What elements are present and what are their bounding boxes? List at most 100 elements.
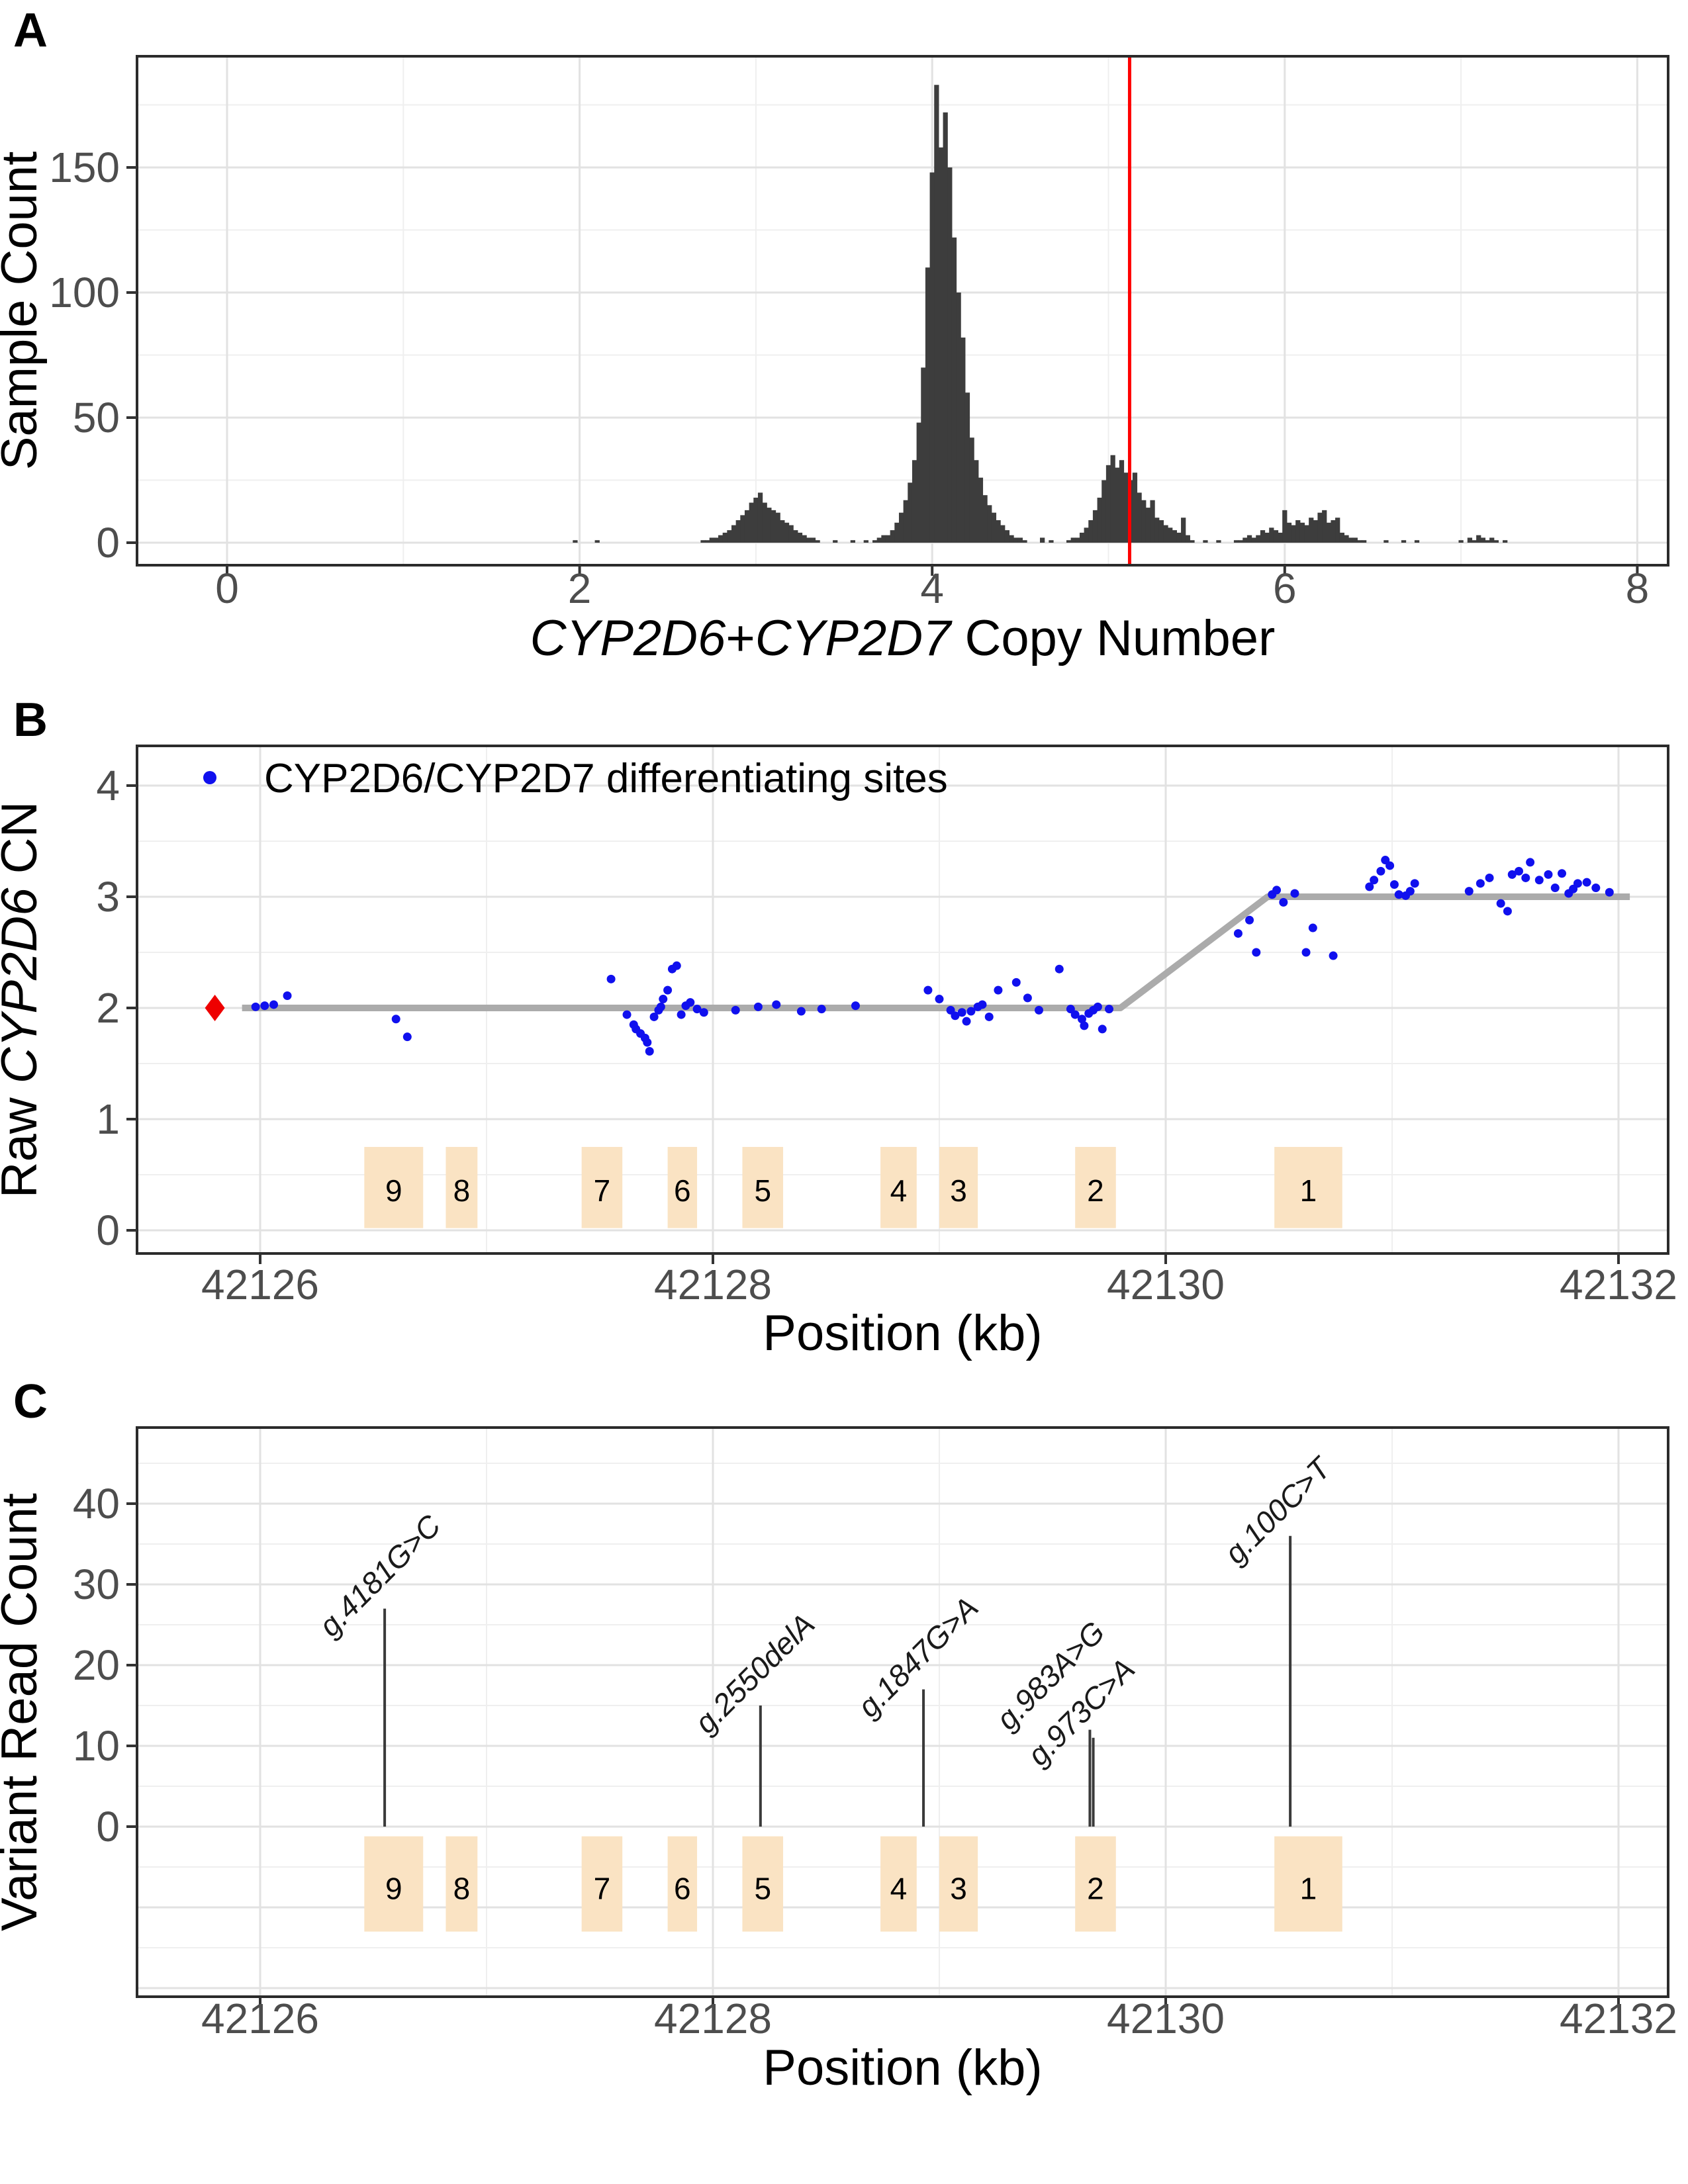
x-tick-label: 42128 bbox=[654, 1261, 772, 1308]
histogram-bar bbox=[1119, 460, 1125, 543]
histogram-bar bbox=[1503, 540, 1508, 543]
scatter-point bbox=[1272, 886, 1282, 895]
scatter-point bbox=[1503, 907, 1512, 916]
histogram-bar bbox=[1476, 535, 1481, 543]
histogram-bar bbox=[1040, 537, 1045, 543]
scatter-point bbox=[1252, 948, 1261, 957]
exon-box bbox=[364, 1836, 424, 1932]
scatter-point bbox=[1070, 1010, 1080, 1019]
histogram-bar bbox=[1066, 540, 1072, 543]
scatter-point bbox=[1077, 1015, 1086, 1024]
panel-border bbox=[136, 1426, 1669, 1998]
scatter-point bbox=[663, 985, 673, 995]
x-axis-title: Position (kb) bbox=[763, 2040, 1042, 2096]
histogram-bar bbox=[1084, 527, 1089, 543]
histogram-bar bbox=[885, 535, 891, 543]
panel-a: 0 2 4 6 8 0 50 100 150 CYP2D6+CYP2D7 Copy Number S… bbox=[0, 55, 1669, 666]
histogram-bar bbox=[762, 502, 767, 543]
y-tick-label: 30 bbox=[73, 1561, 120, 1608]
histogram-bar bbox=[1070, 537, 1076, 543]
copy-number-step-line bbox=[242, 893, 1630, 1011]
panel-b: 9 8 7 6 5 4 3 2 1 CYP2D6/CYP2D7 differentiating s… bbox=[0, 745, 1677, 1361]
histogram-bar bbox=[1154, 518, 1160, 543]
scatter-point bbox=[1370, 876, 1379, 885]
x-tick-label: 8 bbox=[1626, 565, 1650, 612]
exon-box bbox=[939, 1836, 978, 1932]
histogram-bar bbox=[991, 512, 997, 543]
histogram-bar bbox=[850, 540, 855, 543]
histogram-bar bbox=[1203, 540, 1208, 543]
exon-label: 2 bbox=[1087, 1871, 1104, 1905]
exon-box bbox=[939, 1147, 978, 1228]
exon-box bbox=[1274, 1836, 1342, 1932]
scatter-point bbox=[699, 1008, 708, 1017]
histogram-bar bbox=[1075, 537, 1080, 543]
y-tick-label: 2 bbox=[96, 984, 120, 1032]
scatter-point bbox=[1365, 882, 1374, 891]
histogram-bar bbox=[916, 422, 921, 543]
histogram-bar bbox=[722, 532, 727, 543]
histogram-bar bbox=[894, 522, 900, 543]
scatter-point bbox=[1394, 890, 1403, 899]
exon-box bbox=[445, 1836, 478, 1932]
histogram-bar bbox=[1295, 520, 1301, 543]
scatter-point bbox=[1410, 879, 1419, 888]
histogram-bar bbox=[1467, 537, 1473, 543]
histogram-bar bbox=[876, 537, 882, 543]
y-tick-label: 100 bbox=[49, 269, 120, 316]
histogram-bar bbox=[705, 540, 710, 543]
legend-label: CYP2D6/CYP2D7 differentiating sites bbox=[264, 756, 948, 801]
x-axis-title: Position (kb) bbox=[763, 1305, 1042, 1361]
histogram-bar bbox=[1000, 525, 1006, 543]
scatter-point bbox=[283, 991, 292, 1001]
histogram-bar bbox=[1022, 540, 1027, 543]
histogram-bar bbox=[1282, 510, 1288, 543]
x-tick-label: 4 bbox=[920, 565, 944, 612]
histogram-bar bbox=[1322, 510, 1327, 543]
histogram-bar bbox=[863, 540, 868, 543]
scatter-point bbox=[1233, 929, 1243, 938]
histogram-bar bbox=[1004, 530, 1010, 543]
x-tick-label: 42128 bbox=[654, 1995, 772, 2042]
scatter-point bbox=[1098, 1024, 1107, 1034]
panel-label-c: C bbox=[13, 1375, 48, 1428]
histogram-bar bbox=[709, 537, 714, 543]
y-axis-title: Raw CYP2D6 CN bbox=[0, 801, 48, 1199]
histogram-bar bbox=[1383, 540, 1389, 543]
exon-box bbox=[581, 1836, 623, 1932]
y-tick-label: 40 bbox=[73, 1480, 120, 1527]
scatter-point bbox=[851, 1001, 860, 1011]
histogram-bar bbox=[921, 367, 926, 543]
histogram-bar bbox=[806, 537, 812, 543]
histogram-bar bbox=[925, 267, 931, 543]
exon-box bbox=[364, 1147, 424, 1228]
x-axis-title: CYP2D6+CYP2D7 Copy Number bbox=[530, 610, 1276, 666]
scatter-point bbox=[1405, 887, 1415, 896]
scatter-point bbox=[962, 1017, 971, 1026]
scatter-point bbox=[1485, 873, 1494, 882]
x-tick-label: 42132 bbox=[1560, 1261, 1677, 1308]
histogram-bar bbox=[912, 460, 917, 543]
histogram-bar bbox=[1458, 540, 1464, 543]
histogram-bar bbox=[1105, 465, 1111, 543]
scatter-point bbox=[1558, 869, 1566, 878]
y-tick-label: 1 bbox=[96, 1095, 120, 1143]
histogram-bar bbox=[872, 540, 878, 543]
exon-label: 4 bbox=[890, 1173, 908, 1208]
histogram-bar bbox=[1326, 522, 1332, 543]
scatter-point bbox=[1023, 993, 1032, 1003]
exon-label: 2 bbox=[1087, 1173, 1104, 1208]
exon-box bbox=[742, 1147, 784, 1228]
histogram-bar bbox=[1485, 540, 1490, 543]
scatter-point bbox=[1093, 1002, 1102, 1011]
exon-label: 5 bbox=[754, 1871, 771, 1905]
exon-label: 4 bbox=[890, 1871, 908, 1905]
scatter-point bbox=[772, 1000, 781, 1009]
histogram-bar bbox=[1088, 520, 1094, 543]
exon-box bbox=[445, 1147, 478, 1228]
histogram-bar bbox=[784, 522, 790, 543]
histogram-bar bbox=[793, 530, 798, 543]
scatter-point bbox=[1496, 899, 1505, 908]
exon-box bbox=[667, 1147, 698, 1228]
histogram-bar bbox=[740, 515, 745, 543]
